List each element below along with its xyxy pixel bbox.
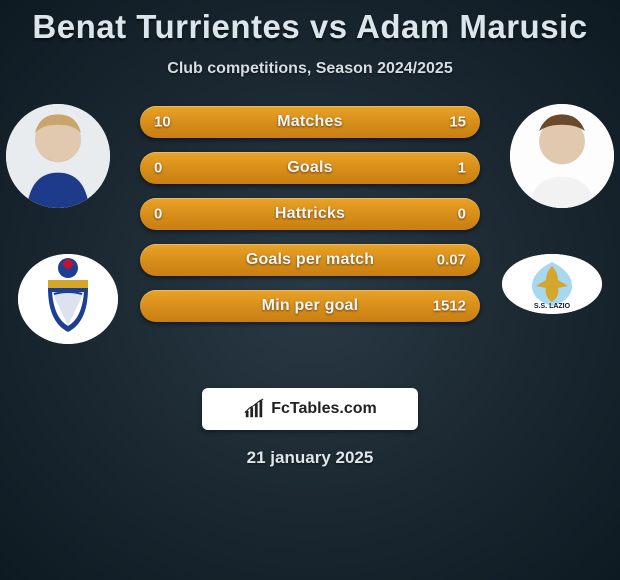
player-right-avatar: [510, 104, 614, 208]
stat-label: Goals per match: [246, 251, 374, 269]
club-right-crest: S.S. LAZIO: [502, 254, 602, 314]
stat-value-right: 15: [449, 114, 466, 131]
player-right-silhouette-icon: [510, 104, 614, 208]
stat-label: Hattricks: [275, 205, 345, 223]
stat-value-left: 10: [154, 114, 171, 131]
stat-row: 10 Matches 15: [140, 106, 480, 138]
attribution-badge: FcTables.com: [202, 388, 418, 430]
club-right-crest-icon: S.S. LAZIO: [502, 254, 602, 314]
page-title: Benat Turrientes vs Adam Marusic: [0, 0, 620, 46]
stat-row: 0 Hattricks 0: [140, 198, 480, 230]
stat-label: Min per goal: [262, 297, 359, 315]
stat-row: Goals per match 0.07: [140, 244, 480, 276]
comparison-card: Benat Turrientes vs Adam Marusic Club co…: [0, 0, 620, 580]
stat-value-left: 0: [154, 160, 162, 177]
subtitle: Club competitions, Season 2024/2025: [0, 60, 620, 78]
svg-text:S.S. LAZIO: S.S. LAZIO: [534, 303, 571, 310]
stats-layout: S.S. LAZIO 10 Matches 15 0 Goals 1 0 Hat…: [0, 106, 620, 366]
club-left-crest-icon: [18, 254, 118, 344]
stat-row: 0 Goals 1: [140, 152, 480, 184]
stat-row: Min per goal 1512: [140, 290, 480, 322]
attribution-text: FcTables.com: [271, 400, 377, 418]
player-left-silhouette-icon: [6, 104, 110, 208]
stat-value-right: 1512: [433, 298, 466, 315]
stat-value-left: 0: [154, 206, 162, 223]
stat-label: Goals: [287, 159, 332, 177]
stat-value-right: 1: [458, 160, 466, 177]
bar-chart-icon: [243, 398, 265, 420]
generation-date: 21 january 2025: [0, 448, 620, 468]
stat-label: Matches: [277, 113, 342, 131]
club-left-crest: [18, 254, 118, 344]
stat-value-right: 0: [458, 206, 466, 223]
player-left-avatar: [6, 104, 110, 208]
stat-value-right: 0.07: [437, 252, 466, 269]
stat-rows: 10 Matches 15 0 Goals 1 0 Hattricks 0 Go…: [140, 106, 480, 322]
